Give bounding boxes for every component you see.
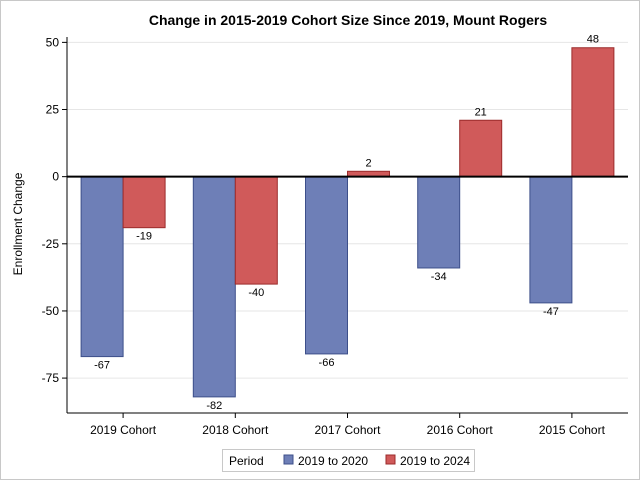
x-tick-label: 2019 Cohort xyxy=(90,423,157,437)
bar-period2-4 xyxy=(459,119,503,178)
bar-period2-2 xyxy=(234,176,278,285)
y-tick-label: 50 xyxy=(46,35,60,49)
legend-swatch xyxy=(283,454,294,465)
y-tick-label: -25 xyxy=(42,237,60,251)
x-tick-label: 2016 Cohort xyxy=(427,423,494,437)
bar-value-label: -19 xyxy=(136,231,152,243)
x-tick-label: 2018 Cohort xyxy=(202,423,269,437)
data-labels-layer: -67 -19 -82 -40 -66 2 -34 21 -47 48 xyxy=(94,34,599,412)
legend-title: Period xyxy=(229,454,264,468)
bar-period1-2 xyxy=(192,176,236,398)
bar-value-label: -67 xyxy=(94,360,110,372)
legend-swatch xyxy=(385,454,396,465)
bar-period2-5 xyxy=(571,47,615,178)
legend: Period 2019 to 2020 2019 to 2024 xyxy=(222,449,475,472)
bar-value-label: -34 xyxy=(431,271,447,283)
bar-value-label: 21 xyxy=(475,106,487,118)
bar-period1-5 xyxy=(529,176,573,304)
bar-period2-1 xyxy=(122,176,166,229)
y-tick-label: 25 xyxy=(46,103,60,117)
chart-title: Change in 2015-2019 Cohort Size Since 20… xyxy=(149,12,548,28)
bar-value-label: -40 xyxy=(248,287,264,299)
y-tick-label: 0 xyxy=(52,170,59,184)
legend-entry-label: 2019 to 2020 xyxy=(298,454,368,468)
bar-value-label: 2 xyxy=(365,157,371,169)
y-tick-label: -50 xyxy=(42,304,60,318)
bar-period1-4 xyxy=(417,176,461,269)
bar-value-label: 48 xyxy=(587,34,599,46)
bar-value-label: -66 xyxy=(319,357,335,369)
bar-period1-3 xyxy=(305,176,348,355)
bar-value-label: -82 xyxy=(206,400,222,412)
bar-value-label: -47 xyxy=(543,306,559,318)
axes-layer: 50 25 0 -25 -50 -75 2019 Cohort 2018 Cohort 2017… xyxy=(42,35,628,437)
x-tick-label: 2017 Cohort xyxy=(314,423,381,437)
x-tick-label: 2015 Cohort xyxy=(539,423,606,437)
legend-entry-label: 2019 to 2024 xyxy=(400,454,470,468)
y-axis-label: Enrollment Change xyxy=(11,172,25,275)
bar-period1-1 xyxy=(80,176,124,358)
y-tick-label: -75 xyxy=(42,371,60,385)
